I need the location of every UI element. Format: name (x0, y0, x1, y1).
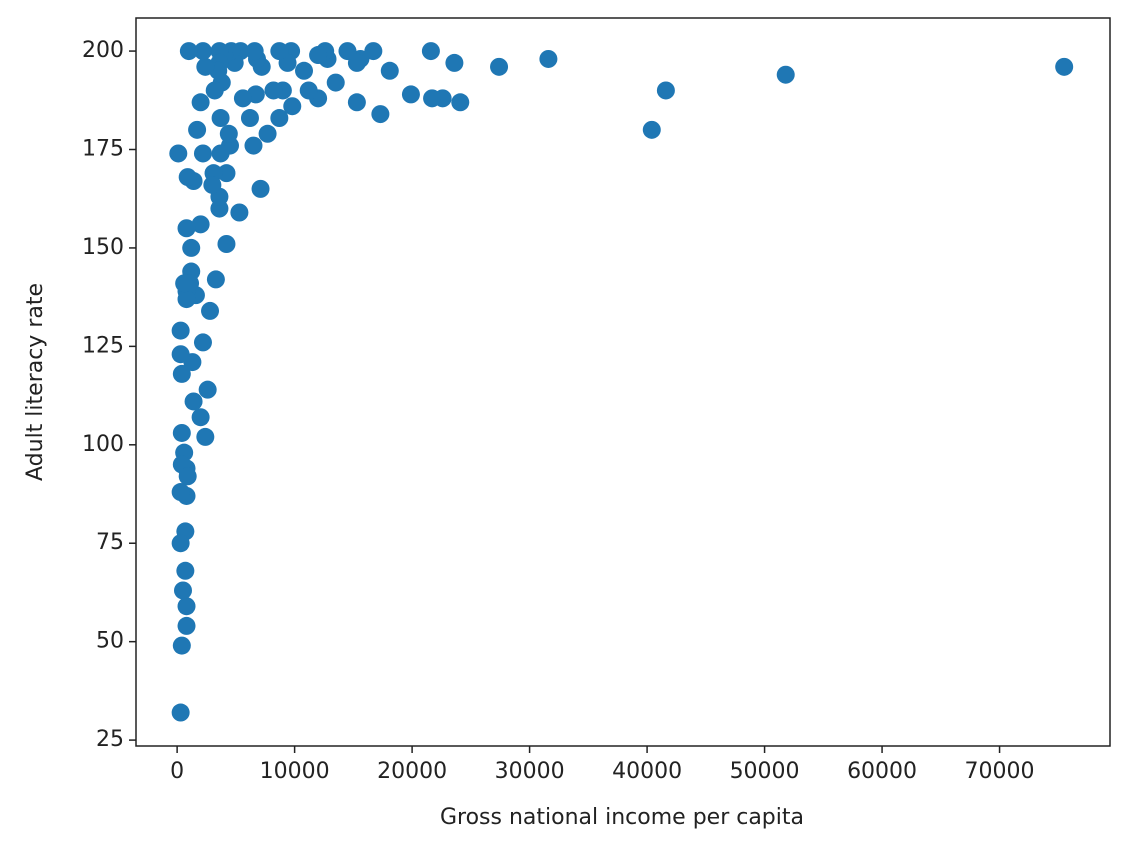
point (338, 42, 357, 61)
x-axis-label: Gross national income per capita (440, 805, 804, 830)
y-tick-label: 175 (82, 137, 124, 162)
point (347, 93, 366, 112)
y-tick-label: 75 (96, 530, 124, 555)
point (233, 89, 252, 108)
x-tick-label: 0 (170, 759, 184, 784)
point (451, 93, 470, 112)
point (364, 42, 383, 61)
point (423, 89, 442, 108)
point (656, 81, 675, 100)
point (205, 81, 224, 100)
point (172, 364, 191, 383)
point (171, 483, 190, 502)
point (326, 73, 345, 92)
point (295, 61, 314, 80)
point (401, 85, 420, 104)
point (193, 144, 212, 163)
point (196, 427, 215, 446)
point (490, 57, 509, 76)
point (178, 168, 197, 187)
point (206, 270, 225, 289)
point (270, 109, 289, 128)
point (177, 597, 196, 616)
point (175, 274, 194, 293)
point (191, 408, 210, 427)
point (196, 57, 215, 76)
point (217, 234, 236, 253)
point (219, 124, 238, 143)
point (198, 380, 217, 399)
point (171, 534, 190, 553)
x-tick-label: 10000 (260, 759, 330, 784)
point (371, 105, 390, 124)
y-tick-label: 150 (82, 235, 124, 260)
x-tick-label: 40000 (612, 759, 682, 784)
point (309, 46, 328, 65)
x-tick-label: 60000 (847, 759, 917, 784)
x-tick-label: 30000 (495, 759, 565, 784)
point (244, 136, 263, 155)
point (1055, 57, 1074, 76)
point (177, 616, 196, 635)
point (283, 97, 302, 116)
point (193, 42, 212, 61)
point (776, 65, 795, 84)
point (169, 144, 188, 163)
point (230, 203, 249, 222)
point (177, 219, 196, 238)
point (203, 175, 222, 194)
point (299, 81, 318, 100)
plot-frame (135, 17, 1111, 747)
point (176, 561, 195, 580)
point (171, 321, 190, 340)
point (179, 42, 198, 61)
point (211, 109, 230, 128)
point (172, 423, 191, 442)
point (421, 42, 440, 61)
point (182, 238, 201, 257)
point (245, 42, 264, 61)
point (193, 333, 212, 352)
point (445, 53, 464, 72)
x-tick-label: 70000 (965, 759, 1035, 784)
point (258, 124, 277, 143)
point (240, 109, 259, 128)
point (173, 581, 192, 600)
point (188, 120, 207, 139)
point (178, 467, 197, 486)
point (217, 164, 236, 183)
point (191, 93, 210, 112)
x-tick-label: 50000 (730, 759, 800, 784)
y-tick-label: 125 (82, 333, 124, 358)
y-axis-label: Adult literacy rate (23, 283, 48, 481)
point (177, 290, 196, 309)
y-tick-label: 200 (82, 38, 124, 63)
y-tick-label: 50 (96, 629, 124, 654)
point (191, 215, 210, 234)
point (642, 120, 661, 139)
point (211, 144, 230, 163)
x-tick-label: 20000 (377, 759, 447, 784)
point (270, 42, 289, 61)
y-tick-label: 100 (82, 432, 124, 457)
point (201, 301, 220, 320)
point (172, 636, 191, 655)
point (251, 179, 270, 198)
y-tick-label: 25 (96, 727, 124, 752)
point (184, 392, 203, 411)
point (171, 703, 190, 722)
point (380, 61, 399, 80)
point (171, 345, 190, 364)
point (539, 49, 558, 68)
point (264, 81, 283, 100)
